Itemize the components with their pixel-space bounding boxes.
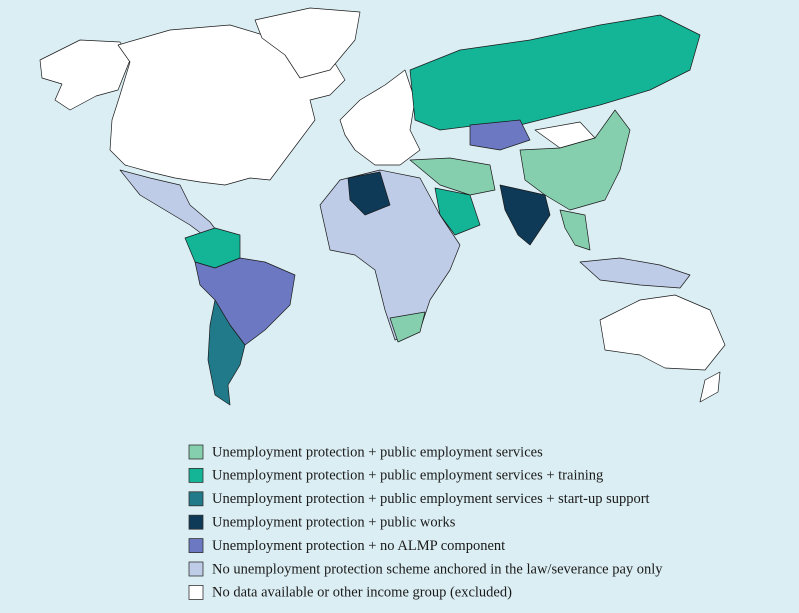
legend-label: Unemployment protection + public employm… (212, 491, 650, 507)
legend-swatch (188, 514, 204, 530)
south-africa (389, 311, 426, 343)
legend-swatch (188, 467, 204, 483)
legend-swatch (188, 491, 204, 507)
greenland (254, 7, 361, 79)
russia (409, 14, 701, 131)
southeast-asia (559, 209, 591, 251)
india (499, 184, 551, 246)
africa (319, 169, 461, 341)
legend-label: No data available or other income group … (212, 585, 512, 601)
legend-swatch (188, 538, 204, 553)
legend-label: Unemployment protection + public works (212, 515, 456, 531)
australia (599, 294, 726, 371)
legend-label: Unemployment protection + public employm… (212, 444, 543, 460)
brazil-peru (194, 257, 296, 346)
legend-label: Unemployment protection + no ALMP compon… (212, 538, 505, 554)
china (519, 109, 631, 211)
iran-turkey (409, 157, 496, 196)
legend-swatch (188, 444, 204, 460)
kazakhstan (469, 119, 531, 151)
legend-swatch (188, 561, 204, 577)
algeria (347, 171, 391, 216)
new-zealand (699, 371, 721, 403)
indonesia (579, 257, 691, 289)
legend-label: No unemployment protection scheme anchor… (212, 561, 663, 577)
saudi-arabia (434, 187, 481, 236)
legend-label: Unemployment protection + public employm… (212, 468, 603, 484)
legend-swatch (188, 585, 204, 600)
alaska (39, 39, 131, 111)
argentina-chile (207, 299, 246, 406)
europe (339, 69, 421, 166)
